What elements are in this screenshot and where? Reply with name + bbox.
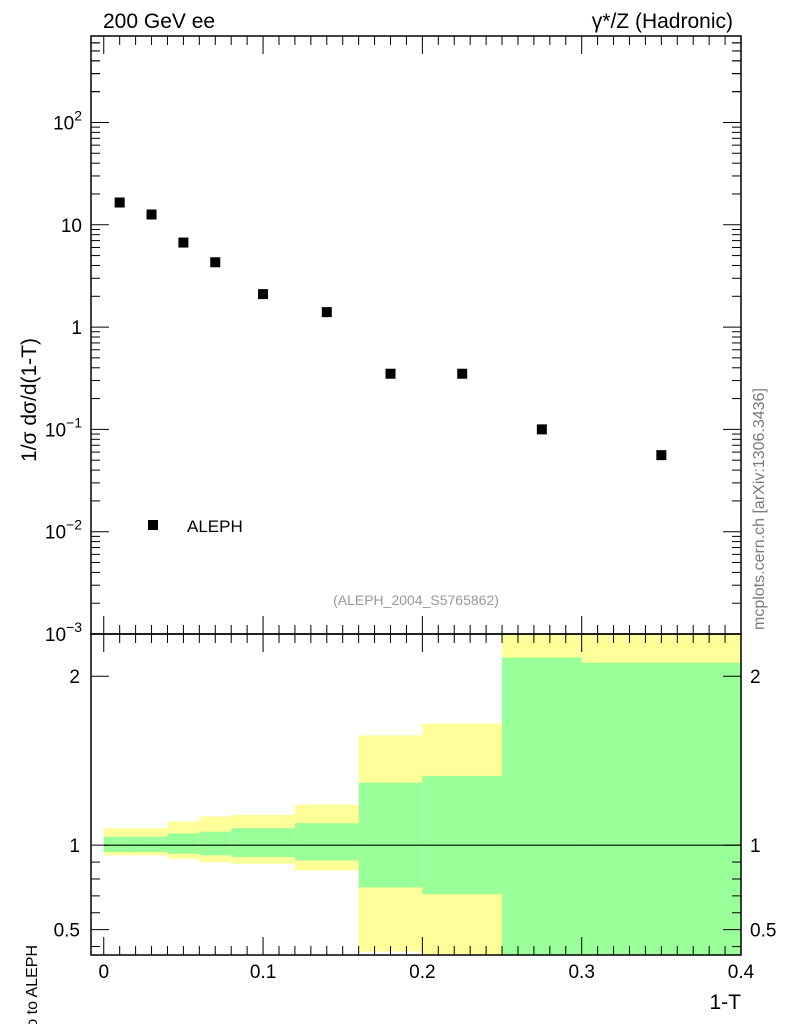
ratio-y-tick-label-right: 2 [750,667,761,688]
data-point [258,289,269,300]
x-tick-label: 0.2 [409,962,435,983]
energy-label: 200 GeV ee [103,10,215,33]
aleph-points [114,197,667,461]
x-axis-label: 1-T [710,991,742,1014]
green-band-bin [103,836,136,852]
ratio-bands [103,634,741,955]
data-point [178,237,189,248]
ratio-y-tick-label: 0.5 [54,921,80,942]
watermark-label: mcplots.cern.ch [arXiv:1306.3436] [751,388,768,630]
x-tick-label: 0.3 [568,962,594,983]
green-band-bin [294,823,359,861]
process-label: γ*/Z (Hadronic) [592,10,733,33]
y-tick-label: 10−3 [45,619,82,646]
x-ticks: 0 0.1 0.2 0.3 0.4 [98,36,755,983]
main-y-axis-label: 1/σ dσ/d(1-T) [18,338,41,462]
data-point [536,424,547,435]
green-band-bin [581,662,741,955]
y-tick-label: 10−2 [45,517,82,544]
x-tick-label: 0 [98,962,109,983]
y-tick-label: 10 [61,216,82,237]
x-tick-label: 0.1 [250,962,276,983]
legend-marker [148,520,158,530]
y-tick-label: 10−1 [45,414,82,441]
x-tick-label: 0.4 [728,962,755,983]
main-panel-frame [90,35,742,635]
data-point [146,209,157,220]
analysis-id-label: (ALEPH_2004_S5765862) [333,592,499,608]
green-band-bin [135,836,168,852]
green-band-bin [502,657,582,955]
ratio-y-tick-label-right: 1 [750,836,761,857]
data-point [457,368,468,379]
chart-marks: 10−3 10−2 10−1 1 10 102 0 0.1 0.2 0.3 0.4 0.5 0.5 1 1 2… [45,35,776,983]
data-point [321,307,332,318]
y-tick-label: 102 [53,107,82,134]
green-band-bin [167,833,200,854]
ratio-y-tick-label-right: 0.5 [750,921,776,942]
y-tick-label: 1 [71,318,82,339]
legend: ALEPH [148,517,243,536]
main-y-ticks: 10−3 10−2 10−1 1 10 102 [45,35,741,646]
ratio-y-axis-label: Ratio to ALEPH [24,945,41,1024]
green-band-bin [358,782,423,888]
ratio-y-tick-label: 1 [69,836,80,857]
ratio-y-ticks: 0.5 0.5 1 1 2 2 [54,667,776,948]
data-point [656,450,667,461]
ratio-y-tick-label: 2 [69,667,80,688]
data-point [210,257,221,268]
green-band-bin [199,831,232,856]
data-point [385,368,396,379]
green-band-bin [231,828,295,858]
data-point [114,197,125,208]
green-band-bin [422,775,503,895]
ratio-panel-frame [90,633,742,956]
legend-label: ALEPH [187,517,243,536]
